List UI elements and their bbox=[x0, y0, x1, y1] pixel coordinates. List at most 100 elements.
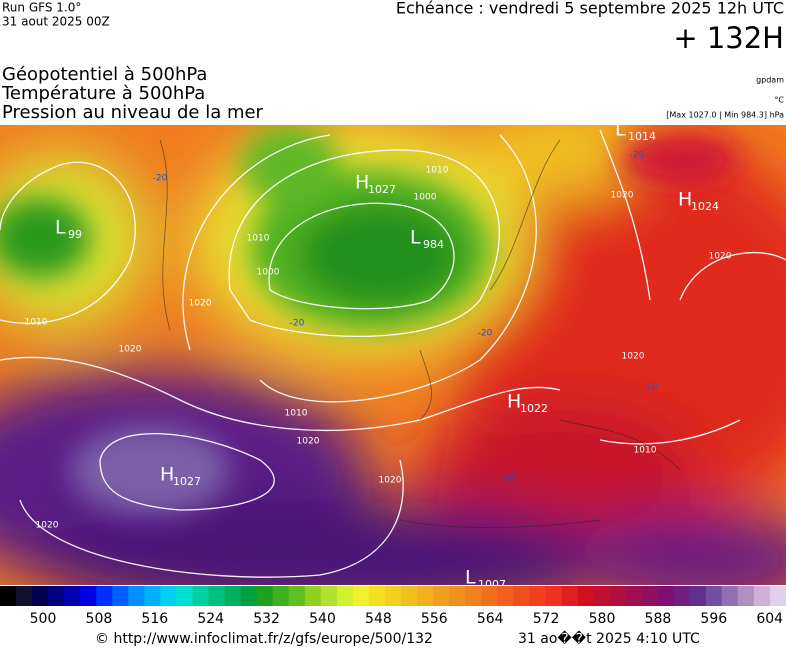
title-line: Géopotentiel à 500hPa bbox=[2, 64, 207, 85]
colorbar-label: 596 bbox=[700, 611, 727, 627]
colorbar-swatch bbox=[224, 586, 242, 606]
colorbar-swatch bbox=[352, 586, 370, 606]
title-line: Pression au niveau de la mer bbox=[2, 102, 264, 123]
source-credit: © http://www.infoclimat.fr/z/gfs/europe/… bbox=[95, 631, 433, 647]
pressure-center-value: 1024 bbox=[691, 200, 719, 213]
pressure-center-value: 1014 bbox=[628, 130, 656, 143]
unit-label: [Max 1027.0 | Min 984.3] hPa bbox=[666, 111, 784, 120]
colorbar-swatch bbox=[96, 586, 113, 606]
colorbar-swatch bbox=[433, 586, 450, 606]
colorbar-swatch bbox=[144, 586, 161, 606]
isobar-label: 1020 bbox=[622, 352, 645, 362]
isobar-label: 1010 bbox=[634, 446, 657, 456]
colorbar-swatch bbox=[481, 586, 498, 606]
colorbar-label: 588 bbox=[645, 611, 672, 627]
colorbar-swatch bbox=[16, 586, 33, 606]
isotherm-label: -10 bbox=[643, 383, 658, 393]
isotherm-label: -20 bbox=[630, 151, 645, 161]
colorbar-swatch bbox=[513, 586, 530, 606]
colorbar-label: 516 bbox=[141, 611, 168, 627]
pressure-center-value: 1027 bbox=[368, 183, 396, 196]
colorbar-label: 556 bbox=[421, 611, 448, 627]
isobar-label: 1020 bbox=[297, 437, 320, 447]
colorbar-swatch bbox=[561, 586, 578, 606]
colorbar-swatch bbox=[384, 586, 402, 606]
colorbar-swatch bbox=[288, 586, 306, 606]
colorbar-swatch bbox=[112, 586, 129, 606]
colorbar-swatch bbox=[689, 586, 707, 606]
colorbar-swatch bbox=[417, 586, 434, 606]
colorbar-swatch bbox=[641, 586, 659, 606]
forecast-time: Echéance : vendredi 5 septembre 2025 12h… bbox=[396, 0, 784, 18]
colorbar-label: 524 bbox=[197, 611, 224, 627]
colorbar-label: 604 bbox=[756, 611, 783, 627]
isobar-label: 1020 bbox=[611, 191, 634, 201]
colorbar-swatch bbox=[449, 586, 466, 606]
pressure-center-value: 1022 bbox=[520, 402, 548, 415]
pressure-center-letter: L bbox=[465, 567, 476, 589]
colorbar-swatch bbox=[705, 586, 723, 606]
colorbar-swatch bbox=[256, 586, 274, 606]
isobar-label: 1010 bbox=[426, 166, 449, 176]
colorbar-swatch bbox=[176, 586, 193, 606]
colorbar-swatch bbox=[737, 586, 755, 606]
pressure-center-letter: L bbox=[410, 227, 421, 249]
isobar-label: 1020 bbox=[189, 299, 212, 309]
colorbar-swatch bbox=[192, 586, 210, 606]
colorbar-swatch bbox=[401, 586, 418, 606]
colorbar: 500 508 516 524 532 540 548 556 564 572 580 588 596 6… bbox=[0, 586, 786, 627]
colorbar-swatch bbox=[272, 586, 290, 606]
colorbar-swatch bbox=[465, 586, 482, 606]
colorbar-swatch bbox=[304, 586, 322, 606]
pressure-center-value: 1027 bbox=[173, 475, 201, 488]
colorbar-label: 548 bbox=[365, 611, 392, 627]
pressure-center-letter: L bbox=[55, 217, 66, 239]
isobar-label: 1020 bbox=[36, 521, 59, 531]
colorbar-swatch bbox=[32, 586, 49, 606]
colorbar-swatch bbox=[577, 586, 595, 606]
isotherm-label: -10 bbox=[501, 474, 516, 484]
colorbar-swatch bbox=[368, 586, 386, 606]
isotherm-label: -20 bbox=[290, 319, 305, 329]
colorbar-label: 500 bbox=[30, 611, 57, 627]
unit-label: gpdam bbox=[756, 76, 784, 85]
isobar-label: 1020 bbox=[709, 252, 732, 262]
colorbar-swatch bbox=[529, 586, 546, 606]
pressure-center-letter: H bbox=[355, 172, 369, 194]
isobar-label: 1010 bbox=[285, 409, 308, 419]
pressure-center-letter: H bbox=[678, 189, 692, 211]
isotherm-label: -20 bbox=[478, 329, 493, 339]
pressure-center-value: 984 bbox=[423, 238, 444, 251]
colorbar-swatch bbox=[753, 586, 771, 606]
isotherm-label: -20 bbox=[153, 174, 168, 184]
colorbar-swatch bbox=[160, 586, 177, 606]
timestamp: 31 ao��t 2025 4:10 UTC bbox=[518, 630, 700, 647]
colorbar-swatch bbox=[497, 586, 514, 606]
isobar-label: 1010 bbox=[25, 318, 48, 328]
colorbar-label: 532 bbox=[253, 611, 280, 627]
colorbar-swatch bbox=[128, 586, 145, 606]
colorbar-swatch bbox=[336, 586, 354, 606]
pressure-center-letter: H bbox=[507, 391, 521, 413]
colorbar-swatch bbox=[48, 586, 65, 606]
colorbar-swatch bbox=[240, 586, 258, 606]
colorbar-swatch bbox=[625, 586, 643, 606]
colorbar-swatch bbox=[0, 586, 17, 606]
colorbar-label: 540 bbox=[309, 611, 336, 627]
colorbar-swatch bbox=[657, 586, 675, 606]
run-label: Run GFS 1.0° bbox=[2, 1, 81, 15]
colorbar-swatch bbox=[593, 586, 611, 606]
colorbar-swatch bbox=[80, 586, 97, 606]
colorbar-swatch bbox=[545, 586, 562, 606]
lead-time: + 132H bbox=[673, 21, 784, 55]
colorbar-swatch bbox=[673, 586, 691, 606]
unit-label: °C bbox=[774, 96, 784, 105]
run-date: 31 aout 2025 00Z bbox=[2, 15, 110, 29]
isobar-label: 1000 bbox=[257, 268, 280, 278]
pressure-center-value: 99 bbox=[68, 228, 82, 241]
isobar-label: 1020 bbox=[119, 345, 142, 355]
pressure-center-letter: H bbox=[160, 464, 174, 486]
isobar-label: 1000 bbox=[414, 193, 437, 203]
